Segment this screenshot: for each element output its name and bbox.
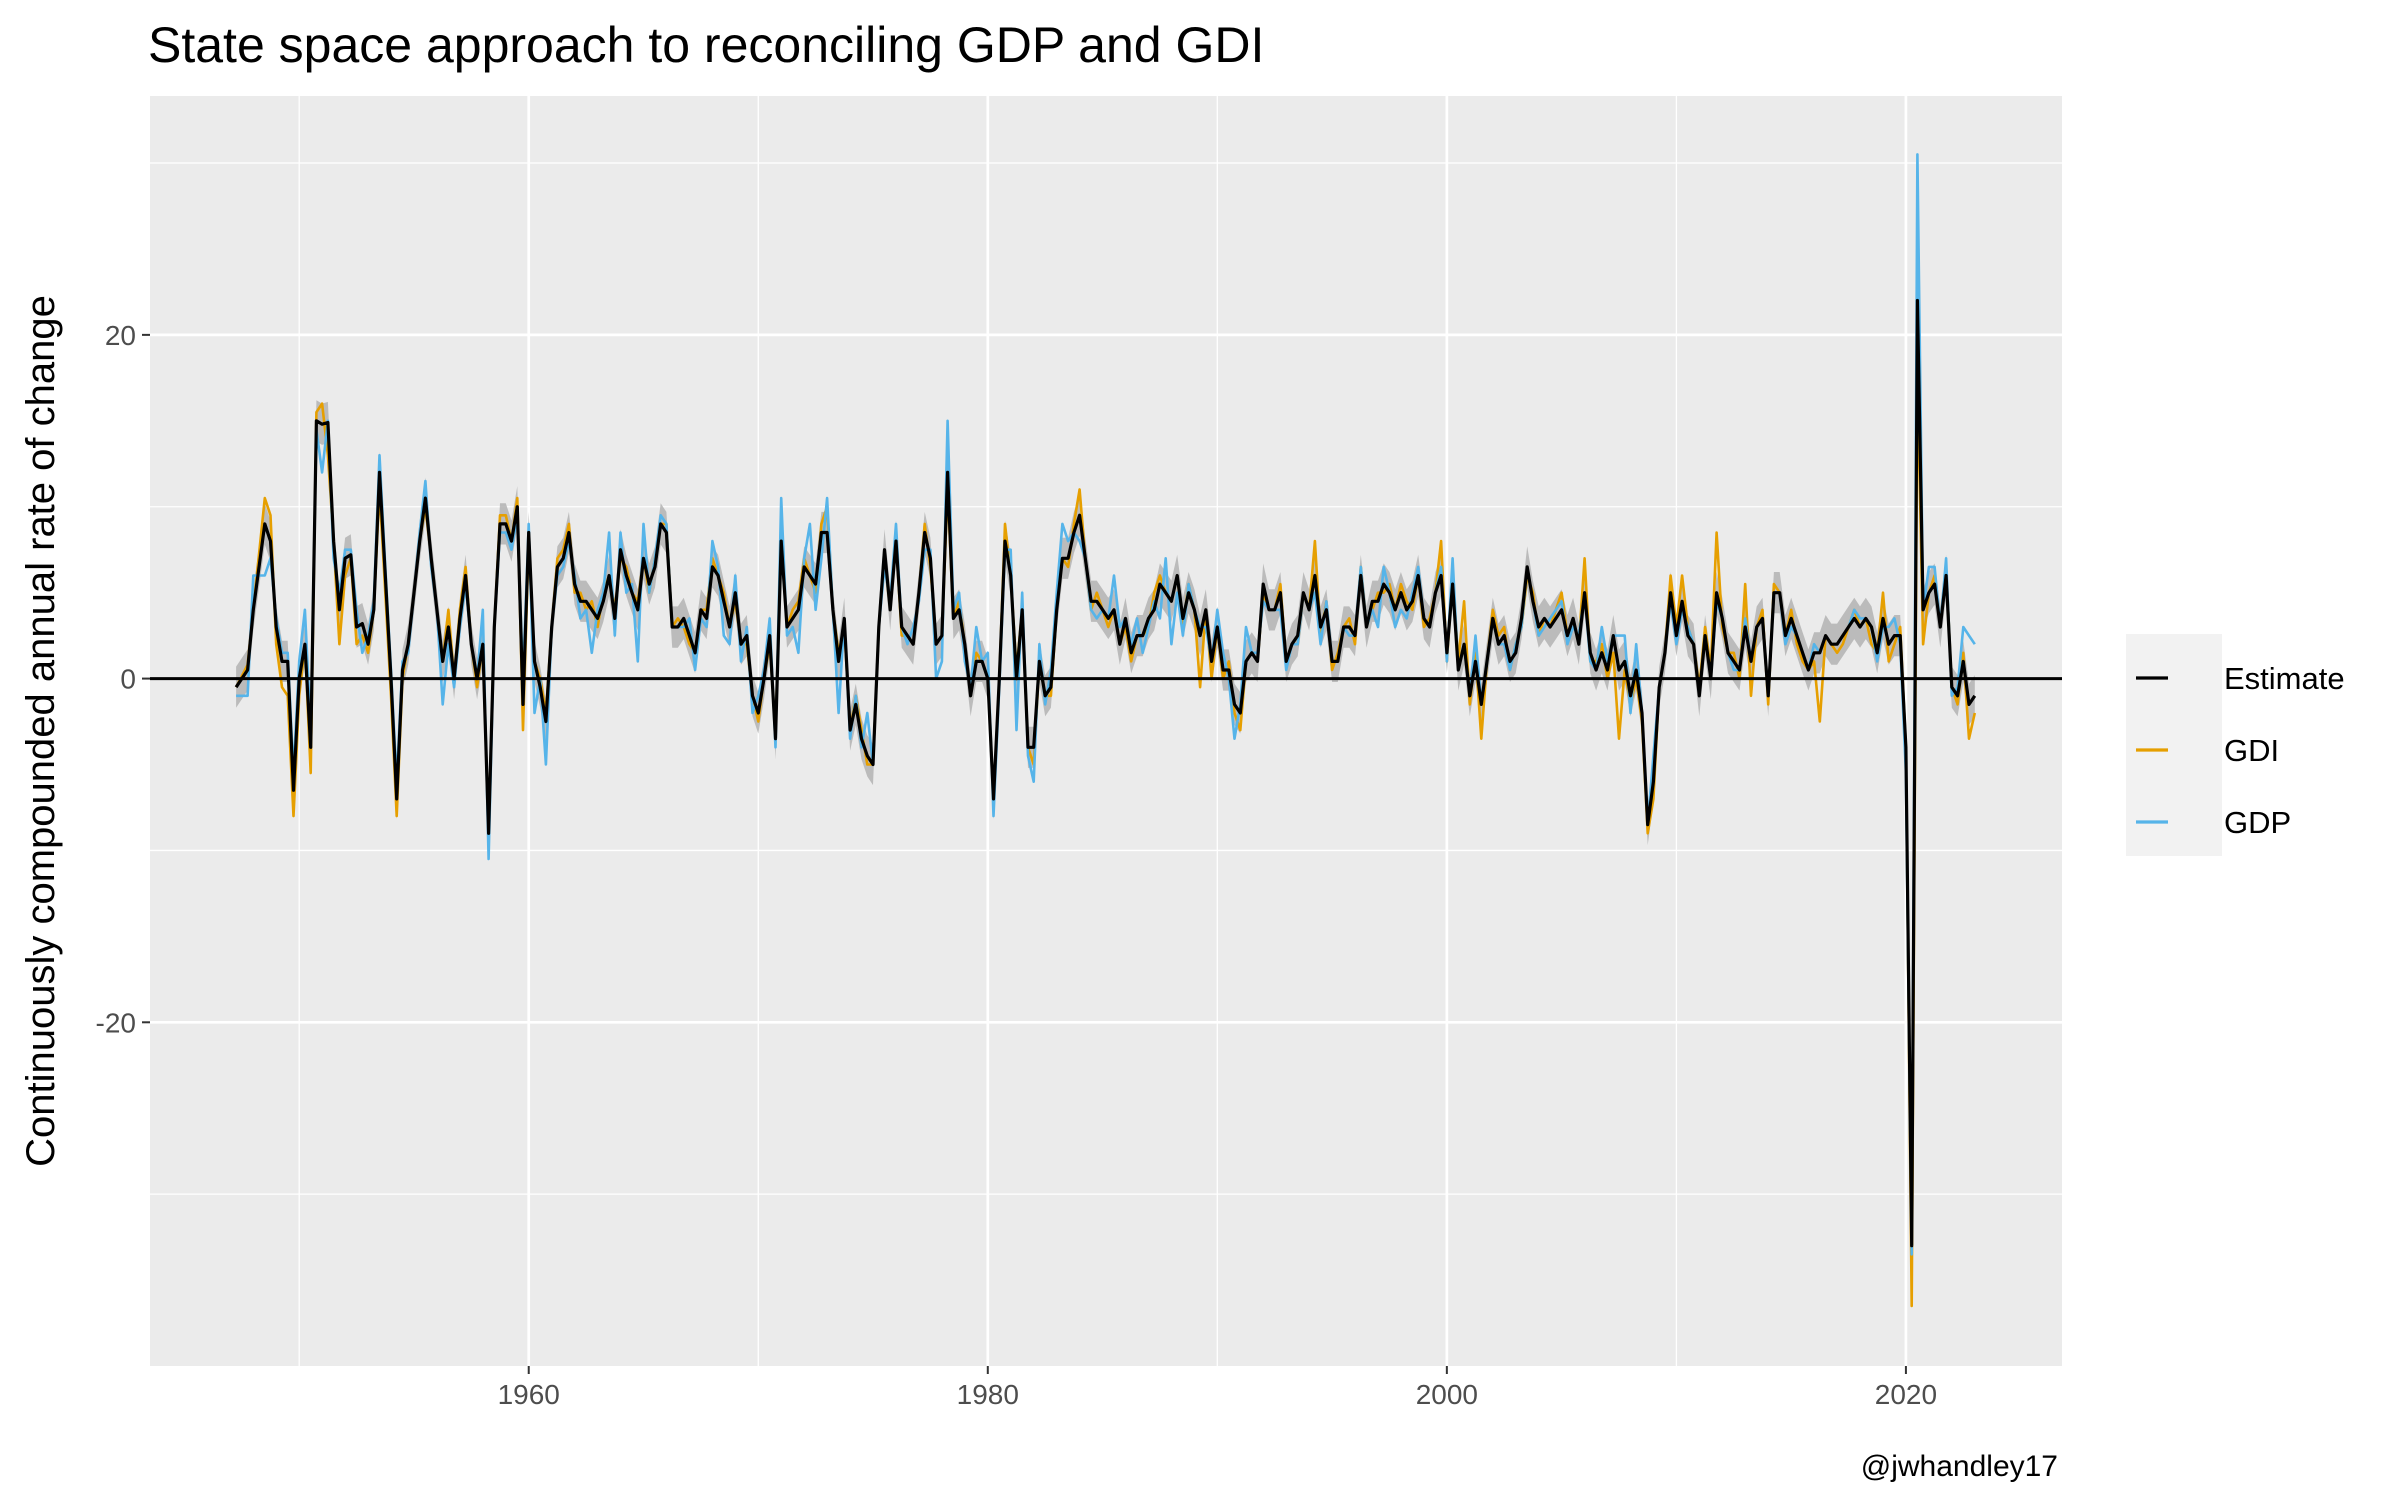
series-lines [234,153,1977,1308]
legend-background [2126,634,2222,856]
legend-label-gdp: GDP [2224,805,2291,840]
y-tick-label: 0 [120,664,136,695]
x-tick-label: 1980 [957,1379,1019,1410]
legend-label-estimate: Estimate [2224,661,2345,696]
legend-label-gdi: GDI [2224,733,2279,768]
x-tick-label: 2000 [1416,1379,1478,1410]
y-axis: -20 0 20 [96,320,150,1038]
legend: Estimate GDI GDP [2126,634,2345,856]
series-line-estimate [234,298,1977,1248]
x-tick-label: 1960 [498,1379,560,1410]
y-axis-title: Continuously compounded annual rate of c… [19,295,63,1167]
y-tick-label: 20 [105,320,136,351]
x-tick-label: 2020 [1875,1379,1937,1410]
plot-panel [150,96,2062,1366]
chart-title: State space approach to reconciling GDP … [148,17,1264,73]
minor-gridlines [150,96,2062,1366]
x-axis: 1960 1980 2000 2020 [498,1366,1937,1410]
caption: @jwhandley17 [1861,1450,2058,1483]
y-tick-label: -20 [96,1007,136,1038]
